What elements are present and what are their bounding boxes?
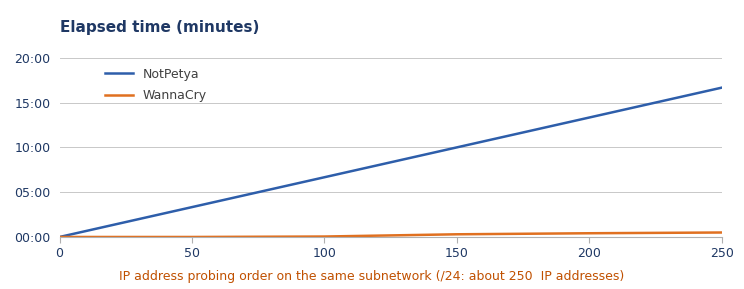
- WannaCry: [320, 235, 329, 238]
- WannaCry: [717, 231, 726, 234]
- Text: IP address probing order on the same subnetwork (/24: about 250  IP addresses): IP address probing order on the same sub…: [119, 270, 625, 283]
- WannaCry: [55, 235, 64, 239]
- Line: WannaCry: WannaCry: [60, 232, 722, 237]
- WannaCry: [452, 233, 461, 236]
- WannaCry: [187, 235, 196, 239]
- Legend: NotPetya, WannaCry: NotPetya, WannaCry: [106, 68, 207, 102]
- Text: Elapsed time (minutes): Elapsed time (minutes): [60, 20, 259, 35]
- WannaCry: [585, 231, 594, 235]
